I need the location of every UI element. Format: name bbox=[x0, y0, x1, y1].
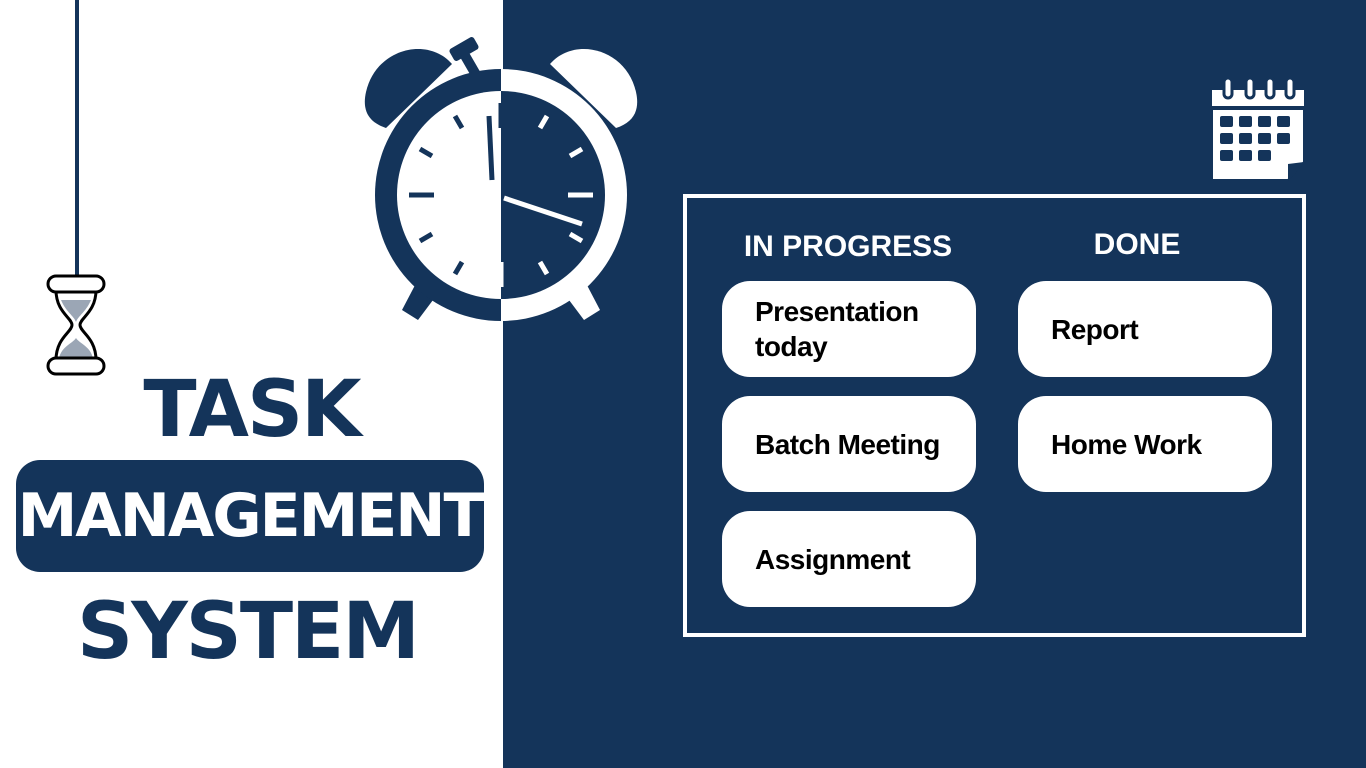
hanging-line bbox=[75, 0, 79, 275]
task-board bbox=[683, 194, 1306, 637]
task-card-assignment[interactable]: Assignment bbox=[722, 511, 976, 607]
calendar-icon bbox=[1211, 76, 1305, 181]
alarm-clock-icon bbox=[364, 37, 638, 321]
title-system: SYSTEM bbox=[77, 587, 420, 677]
task-card-label: Presentation today bbox=[755, 296, 919, 362]
task-card-label: Batch Meeting bbox=[755, 428, 940, 460]
task-card-label: Home Work bbox=[1051, 428, 1202, 460]
hourglass-icon bbox=[46, 274, 106, 376]
task-card-home-work[interactable]: Home Work bbox=[1018, 396, 1272, 492]
task-card-presentation-today[interactable]: Presentation today bbox=[722, 281, 976, 377]
column-header-in-progress: IN PROGRESS bbox=[743, 230, 953, 263]
title-task: TASK bbox=[143, 365, 361, 455]
title-management: MANAGEMENT bbox=[17, 481, 485, 551]
column-header-done: DONE bbox=[1093, 228, 1181, 261]
task-card-batch-meeting[interactable]: Batch Meeting bbox=[722, 396, 976, 492]
task-card-label: Report bbox=[1051, 313, 1139, 345]
title-management-pill: MANAGEMENT bbox=[16, 460, 484, 572]
task-card-label: Assignment bbox=[755, 543, 911, 575]
task-card-report[interactable]: Report bbox=[1018, 281, 1272, 377]
